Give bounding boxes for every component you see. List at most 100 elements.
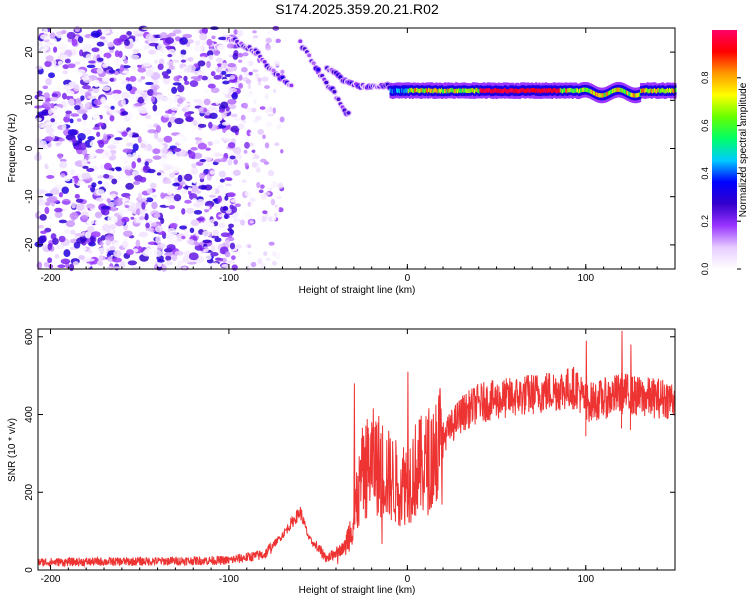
heatmap-cell	[50, 114, 58, 120]
heatmap-cell	[43, 261, 50, 268]
heatmap-cell	[37, 200, 48, 206]
heatmap-cell	[265, 121, 273, 128]
heatmap-cell	[130, 190, 137, 199]
heatmap-cell	[182, 255, 192, 264]
heatmap-cell	[160, 192, 165, 199]
heatmap-cell	[204, 205, 210, 210]
y-tick-label: 0	[24, 567, 35, 573]
heatmap-cell	[244, 162, 249, 167]
heatmap-cell	[132, 97, 138, 104]
heatmap-cell	[108, 49, 115, 53]
heatmap-cell	[242, 52, 249, 57]
heatmap-cell	[42, 85, 49, 90]
colorbar-tick-label: 0.0	[700, 263, 710, 276]
heatmap-cell	[265, 93, 269, 100]
heatmap-cell	[68, 98, 75, 107]
heatmap-cell	[164, 198, 170, 207]
heatmap-cell	[108, 224, 117, 230]
heatmap-cell	[252, 35, 259, 39]
heatmap-cell	[181, 235, 186, 240]
heatmap-cell	[101, 155, 108, 159]
heatmap-cell	[280, 149, 284, 154]
heatmap-cell	[199, 33, 208, 41]
heatmap-cell	[34, 105, 44, 109]
heatmap-cell	[70, 229, 76, 235]
heatmap-cell	[167, 210, 177, 216]
heatmap-cell	[275, 38, 281, 43]
heatmap-cell	[50, 118, 56, 123]
heatmap-cell	[147, 168, 156, 174]
heatmap-cell	[188, 252, 199, 261]
heatmap-cell	[264, 85, 270, 89]
heatmap-cell	[240, 114, 246, 121]
spectrogram-noise-layer	[34, 25, 285, 272]
heatmap-cell	[40, 230, 47, 234]
heatmap-cell	[54, 253, 60, 259]
heatmap-cell	[57, 43, 67, 50]
heatmap-cell	[101, 223, 111, 232]
heatmap-cell	[227, 227, 233, 232]
heatmap-cell	[186, 65, 192, 73]
heatmap-cell	[221, 257, 227, 263]
heatmap-cell	[53, 46, 58, 53]
heatmap-cell	[114, 137, 123, 141]
heatmap-cell	[50, 177, 59, 186]
heatmap-cell	[137, 157, 142, 163]
heatmap-cell	[275, 92, 281, 99]
heatmap-cell	[265, 205, 272, 211]
heatmap-cell	[208, 194, 217, 198]
heatmap-cell	[88, 60, 96, 64]
heatmap-cell	[219, 178, 225, 183]
spectrogram-track-layer	[225, 35, 677, 117]
x-tick-label: -100	[219, 273, 239, 284]
heatmap-cell	[86, 218, 95, 225]
heatmap-cell	[137, 78, 143, 83]
heatmap-cell	[71, 202, 76, 209]
heatmap-cell	[128, 111, 133, 120]
heatmap-cell	[73, 84, 80, 92]
heatmap-cell	[271, 216, 277, 221]
heatmap-cell	[220, 101, 229, 109]
heatmap-cell	[112, 257, 122, 263]
heatmap-cell	[37, 224, 44, 229]
heatmap-cell	[126, 142, 134, 147]
snr-background	[38, 329, 675, 570]
heatmap-cell	[222, 205, 229, 212]
heatmap-cell	[157, 137, 166, 143]
heatmap-cell	[44, 136, 54, 142]
heatmap-cell	[197, 123, 207, 128]
heatmap-cell	[192, 98, 203, 103]
heatmap-cell	[44, 60, 52, 68]
heatmap-cell	[240, 209, 246, 213]
heatmap-cell	[64, 84, 70, 91]
heatmap-cell	[221, 62, 228, 70]
heatmap-cell	[192, 177, 197, 184]
colorbar-tick-label: 0.2	[700, 215, 710, 228]
heatmap-cell	[90, 146, 98, 151]
heatmap-cell	[119, 155, 129, 162]
heatmap-cell	[84, 258, 95, 262]
colorbar-ticks: 0.0 0.2 0.4 0.6 0.8	[700, 72, 741, 276]
heatmap-cell	[77, 36, 84, 44]
heatmap-cell	[74, 176, 79, 184]
heatmap-cell	[94, 211, 103, 219]
heatmap-cell	[259, 106, 266, 110]
heatmap-cell	[174, 250, 184, 256]
heatmap-cell	[217, 195, 223, 203]
heatmap-cell	[307, 53, 312, 58]
heatmap-cell	[174, 177, 179, 183]
heatmap-cell	[264, 191, 271, 196]
heatmap-cell	[100, 235, 106, 241]
colorbar-gradient	[712, 30, 737, 269]
heatmap-cell	[155, 93, 165, 100]
heatmap-cell	[109, 77, 115, 82]
heatmap-cell	[74, 25, 81, 33]
heatmap-cell	[70, 169, 75, 175]
heatmap-cell	[216, 63, 223, 68]
heatmap-cell	[153, 80, 159, 84]
heatmap-cell	[190, 219, 200, 226]
heatmap-cell	[176, 260, 184, 265]
heatmap-cell	[45, 55, 54, 62]
heatmap-cell	[193, 44, 204, 52]
heatmap-cell	[193, 120, 198, 127]
